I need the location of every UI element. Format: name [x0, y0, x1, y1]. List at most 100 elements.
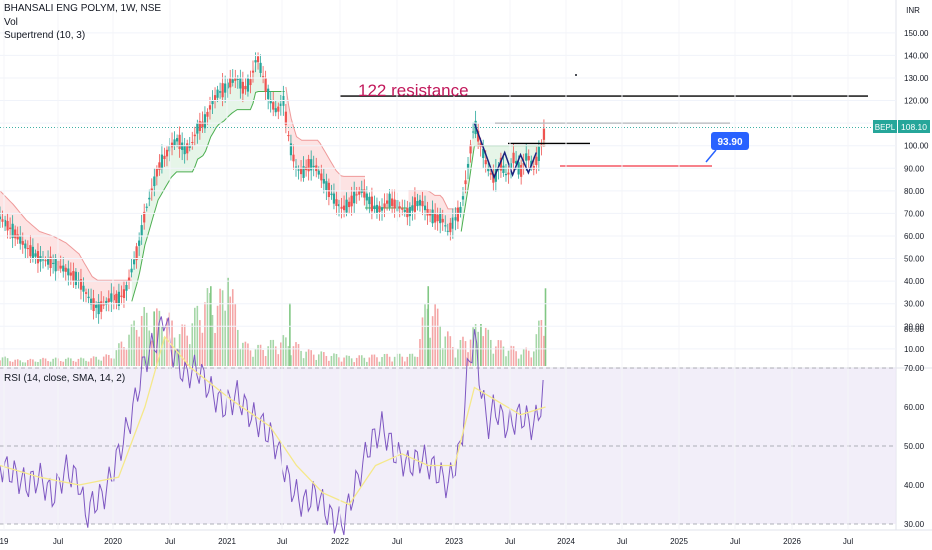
volume-bar	[138, 336, 140, 366]
candle-body	[292, 154, 295, 162]
candle-body	[401, 208, 404, 210]
volume-bar	[95, 356, 97, 366]
volume-bar	[525, 347, 528, 366]
price-tick-label: 130.00	[904, 74, 929, 83]
candle-body	[244, 85, 247, 90]
volume-bar	[391, 361, 393, 366]
volume-bar	[87, 361, 90, 366]
candle-body	[112, 294, 115, 301]
volume-bar	[128, 334, 130, 366]
resistance-annotation[interactable]: 122 resistance	[358, 81, 469, 100]
volume-bar	[333, 353, 335, 366]
candle-body	[82, 285, 85, 292]
candle-body	[423, 205, 427, 211]
rsi-legend[interactable]: RSI (14, close, SMA, 14, 2)	[4, 373, 126, 384]
volume-bar	[102, 356, 105, 366]
volume-bar	[457, 348, 459, 366]
volume-bar	[315, 359, 318, 366]
volume-bar	[4, 356, 6, 366]
candle-body	[441, 218, 444, 223]
volume-bar	[39, 359, 42, 366]
volume-bar	[403, 361, 406, 366]
candle-body	[466, 163, 470, 169]
price-tick-label: 150.00	[904, 29, 929, 38]
candle-body	[249, 79, 252, 86]
symbol-title[interactable]: BHANSALI ENG POLYM, 1W, NSE	[4, 3, 162, 14]
candle-body	[494, 168, 497, 182]
volume-bar	[505, 356, 507, 366]
supertrend-down-zone	[285, 87, 365, 208]
candle-body	[444, 225, 447, 227]
volume-bar	[11, 361, 14, 366]
price-tick-label: 40.00	[904, 277, 925, 286]
supertrend-up-line	[131, 91, 285, 302]
volume-legend[interactable]: Vol	[4, 17, 18, 28]
volume-bar	[37, 361, 39, 366]
volume-bar	[502, 346, 505, 366]
time-tick-label: 2022	[331, 537, 349, 546]
candle-body	[173, 139, 176, 146]
candle-body	[26, 248, 29, 250]
volume-bar	[480, 324, 482, 366]
last-price-tag: BEPL 108.10	[873, 120, 930, 133]
price-tick-label: 10.00	[904, 345, 925, 354]
target-callout[interactable]: 93.90	[705, 132, 749, 163]
volume-bar	[533, 351, 535, 366]
volume-bar	[492, 353, 495, 366]
candle-body	[9, 227, 12, 230]
volume-bar	[231, 289, 234, 366]
time-tick-label: Jul	[53, 537, 63, 546]
volume-bar	[323, 352, 325, 366]
volume-bar	[459, 340, 462, 366]
volume-bar	[535, 334, 538, 366]
volume-bar	[343, 357, 345, 366]
candle-body	[428, 213, 432, 216]
candle-body	[416, 201, 419, 207]
volume-bar	[115, 350, 118, 366]
volume-bar	[454, 357, 457, 366]
candle-body	[312, 165, 315, 168]
candle-body	[107, 298, 110, 303]
volume-bar	[289, 303, 291, 366]
candle-body	[269, 99, 272, 104]
time-tick-label: 2023	[445, 537, 463, 546]
volume-bar	[383, 354, 386, 366]
candle-body	[186, 143, 189, 154]
volume-bar	[401, 356, 404, 366]
candle-body	[52, 262, 55, 264]
volume-bar	[510, 345, 512, 366]
volume-bar	[487, 329, 490, 366]
candle-body	[299, 168, 303, 175]
candle-body	[393, 199, 396, 209]
candle-body	[353, 191, 356, 204]
volume-bar	[489, 339, 492, 366]
candle-body	[236, 78, 239, 80]
volume-bar	[444, 336, 447, 366]
time-tick-label: 2025	[670, 537, 688, 546]
candle-body	[439, 212, 442, 224]
volume-bar	[194, 307, 196, 366]
candle-body	[69, 272, 72, 276]
volume-bar	[282, 335, 285, 366]
candle-body	[454, 217, 457, 221]
volume-bar	[269, 339, 272, 366]
candle-body	[234, 77, 237, 81]
candle-body	[208, 105, 212, 110]
volume-bar	[406, 356, 409, 366]
volume-bar	[292, 346, 295, 366]
volume-bar	[320, 351, 323, 366]
volume-bar	[497, 340, 500, 366]
candle-body	[363, 189, 366, 198]
candle-body	[29, 245, 32, 257]
candle-body	[375, 204, 379, 213]
volume-bar	[135, 329, 138, 366]
candle-body	[117, 291, 121, 306]
candle-body	[14, 229, 17, 239]
candle-body	[226, 82, 229, 89]
volume-bar	[543, 335, 545, 366]
candle-body	[525, 153, 528, 161]
supertrend-legend[interactable]: Supertrend (10, 3)	[4, 30, 86, 41]
candle-body	[92, 298, 95, 312]
volume-bar	[474, 324, 477, 366]
